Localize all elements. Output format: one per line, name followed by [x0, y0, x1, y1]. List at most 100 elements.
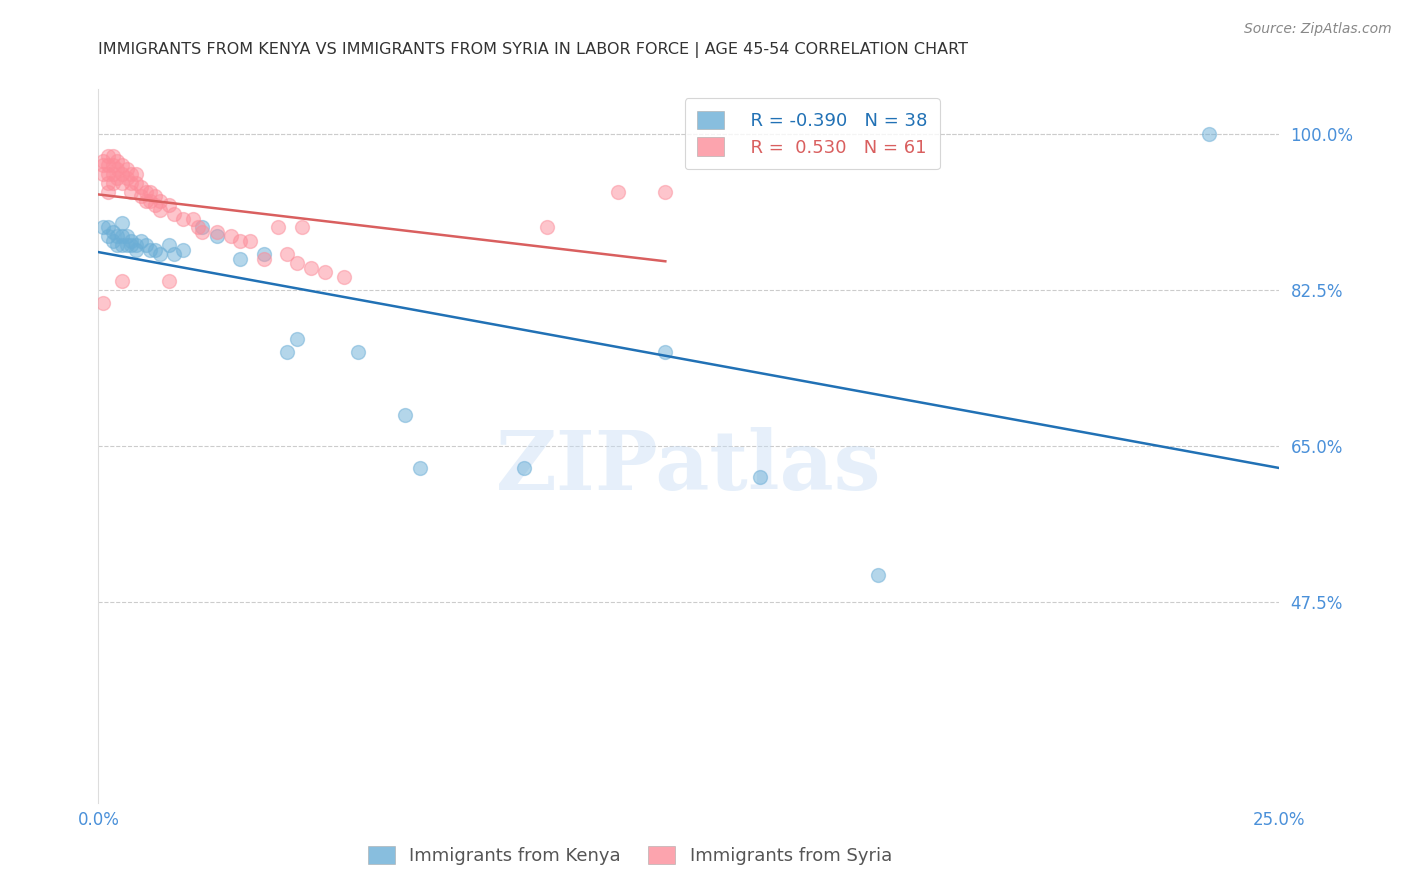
- Point: [654, 345, 676, 359]
- Point: [129, 180, 152, 194]
- Point: [157, 274, 180, 288]
- Point: [125, 243, 148, 257]
- Point: [101, 176, 124, 190]
- Point: [91, 158, 114, 172]
- Point: [121, 238, 143, 252]
- Point: [91, 220, 114, 235]
- Point: [205, 225, 228, 239]
- Point: [97, 220, 120, 235]
- Point: [111, 274, 134, 288]
- Point: [149, 202, 172, 217]
- Point: [157, 198, 180, 212]
- Point: [111, 176, 134, 190]
- Point: [139, 243, 162, 257]
- Point: [121, 234, 143, 248]
- Point: [149, 194, 172, 208]
- Point: [172, 243, 194, 257]
- Point: [191, 225, 214, 239]
- Point: [253, 252, 276, 266]
- Point: [115, 238, 138, 252]
- Point: [105, 238, 128, 252]
- Point: [121, 185, 143, 199]
- Point: [97, 185, 120, 199]
- Point: [111, 216, 134, 230]
- Point: [290, 220, 312, 235]
- Point: [115, 229, 138, 244]
- Point: [394, 408, 416, 422]
- Text: IMMIGRANTS FROM KENYA VS IMMIGRANTS FROM SYRIA IN LABOR FORCE | AGE 45-54 CORREL: IMMIGRANTS FROM KENYA VS IMMIGRANTS FROM…: [98, 42, 969, 58]
- Point: [314, 265, 336, 279]
- Point: [111, 229, 134, 244]
- Point: [135, 194, 157, 208]
- Point: [181, 211, 204, 226]
- Point: [172, 211, 194, 226]
- Point: [347, 345, 370, 359]
- Point: [163, 247, 186, 261]
- Point: [111, 167, 134, 181]
- Point: [866, 568, 889, 582]
- Point: [149, 247, 172, 261]
- Point: [111, 158, 134, 172]
- Legend: Immigrants from Kenya, Immigrants from Syria: Immigrants from Kenya, Immigrants from S…: [361, 838, 898, 872]
- Point: [125, 167, 148, 181]
- Point: [105, 171, 128, 186]
- Point: [219, 229, 242, 244]
- Point: [187, 220, 209, 235]
- Point: [143, 189, 166, 203]
- Point: [143, 198, 166, 212]
- Point: [276, 247, 298, 261]
- Point: [139, 185, 162, 199]
- Point: [105, 162, 128, 177]
- Point: [129, 234, 152, 248]
- Point: [157, 238, 180, 252]
- Point: [97, 229, 120, 244]
- Point: [607, 185, 630, 199]
- Point: [253, 247, 276, 261]
- Point: [125, 176, 148, 190]
- Point: [285, 256, 308, 270]
- Point: [408, 461, 430, 475]
- Point: [267, 220, 290, 235]
- Point: [115, 162, 138, 177]
- Point: [101, 225, 124, 239]
- Point: [101, 149, 124, 163]
- Point: [121, 167, 143, 181]
- Point: [139, 194, 162, 208]
- Point: [333, 269, 356, 284]
- Text: ZIPatlas: ZIPatlas: [496, 427, 882, 508]
- Point: [135, 238, 157, 252]
- Point: [91, 153, 114, 168]
- Point: [191, 220, 214, 235]
- Point: [748, 470, 770, 484]
- Point: [105, 229, 128, 244]
- Point: [135, 185, 157, 199]
- Point: [97, 158, 120, 172]
- Point: [299, 260, 322, 275]
- Point: [536, 220, 558, 235]
- Point: [205, 229, 228, 244]
- Point: [111, 238, 134, 252]
- Point: [105, 153, 128, 168]
- Point: [101, 158, 124, 172]
- Point: [285, 332, 308, 346]
- Point: [276, 345, 298, 359]
- Point: [1198, 127, 1220, 141]
- Point: [125, 238, 148, 252]
- Point: [101, 234, 124, 248]
- Point: [97, 149, 120, 163]
- Point: [143, 243, 166, 257]
- Point: [239, 234, 262, 248]
- Point: [91, 167, 114, 181]
- Point: [97, 176, 120, 190]
- Point: [129, 189, 152, 203]
- Text: Source: ZipAtlas.com: Source: ZipAtlas.com: [1244, 22, 1392, 37]
- Point: [97, 167, 120, 181]
- Point: [654, 185, 676, 199]
- Point: [101, 167, 124, 181]
- Point: [512, 461, 534, 475]
- Point: [121, 176, 143, 190]
- Point: [115, 171, 138, 186]
- Point: [229, 252, 252, 266]
- Point: [91, 296, 114, 310]
- Point: [163, 207, 186, 221]
